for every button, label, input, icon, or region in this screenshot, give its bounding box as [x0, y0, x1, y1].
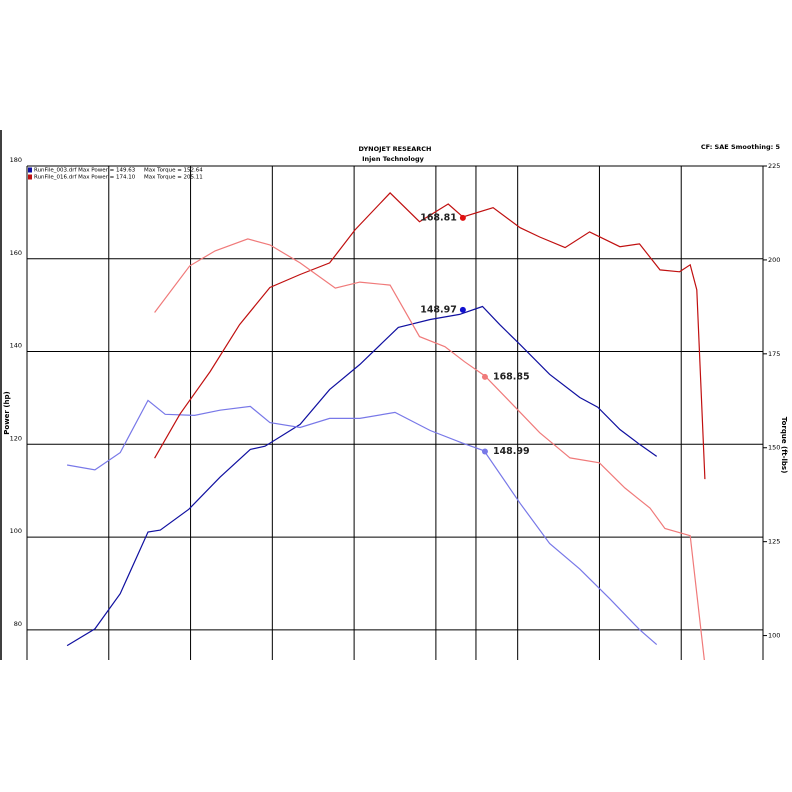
series-line — [66, 305, 658, 647]
y-tick-label: 80 — [14, 620, 22, 628]
settings-text: CF: SAE Smoothing: 5 — [701, 143, 781, 151]
legend-swatch — [28, 167, 32, 173]
series-line — [66, 399, 658, 646]
cursor-marker — [481, 448, 488, 455]
y2-tick-label: 225 — [768, 162, 780, 170]
y-tick-label: 180 — [10, 156, 22, 164]
legend-label: RunFile_016.drf Max Power = 174.10 Max T… — [34, 175, 203, 181]
legend-label: RunFile_003.drf Max Power = 149.63 Max T… — [34, 168, 203, 174]
cursor-value: 148.99 — [493, 446, 530, 457]
y2-tick-label: 200 — [768, 256, 780, 264]
chart-subtitle: Injen Technology — [362, 155, 424, 163]
cursor-value: 148.97 — [420, 304, 457, 315]
cursor-value: 168.81 — [420, 212, 457, 223]
chart-title: DYNOJET RESEARCH — [359, 145, 432, 153]
cursor-marker — [459, 306, 466, 313]
cursor-marker — [459, 214, 466, 221]
cursor-value: 168.85 — [493, 371, 530, 382]
series-line — [154, 192, 706, 480]
y2-tick-label: 150 — [768, 444, 780, 452]
y2-tick-label: 100 — [768, 632, 780, 640]
y-tick-label: 140 — [10, 342, 22, 350]
y-tick-label: 100 — [10, 527, 22, 535]
y2-axis-label: Torque (ft-lbs) — [780, 417, 788, 474]
y2-tick-label: 175 — [768, 350, 780, 358]
y-tick-label: 120 — [10, 434, 22, 442]
y2-tick-label: 125 — [768, 538, 780, 546]
legend-swatch — [28, 174, 32, 180]
series-line — [154, 238, 705, 660]
cursor-marker — [481, 373, 488, 380]
plot-lines — [66, 192, 706, 660]
y-tick-label: 160 — [10, 249, 22, 257]
y-axis-label: Power (hp) — [3, 391, 11, 434]
